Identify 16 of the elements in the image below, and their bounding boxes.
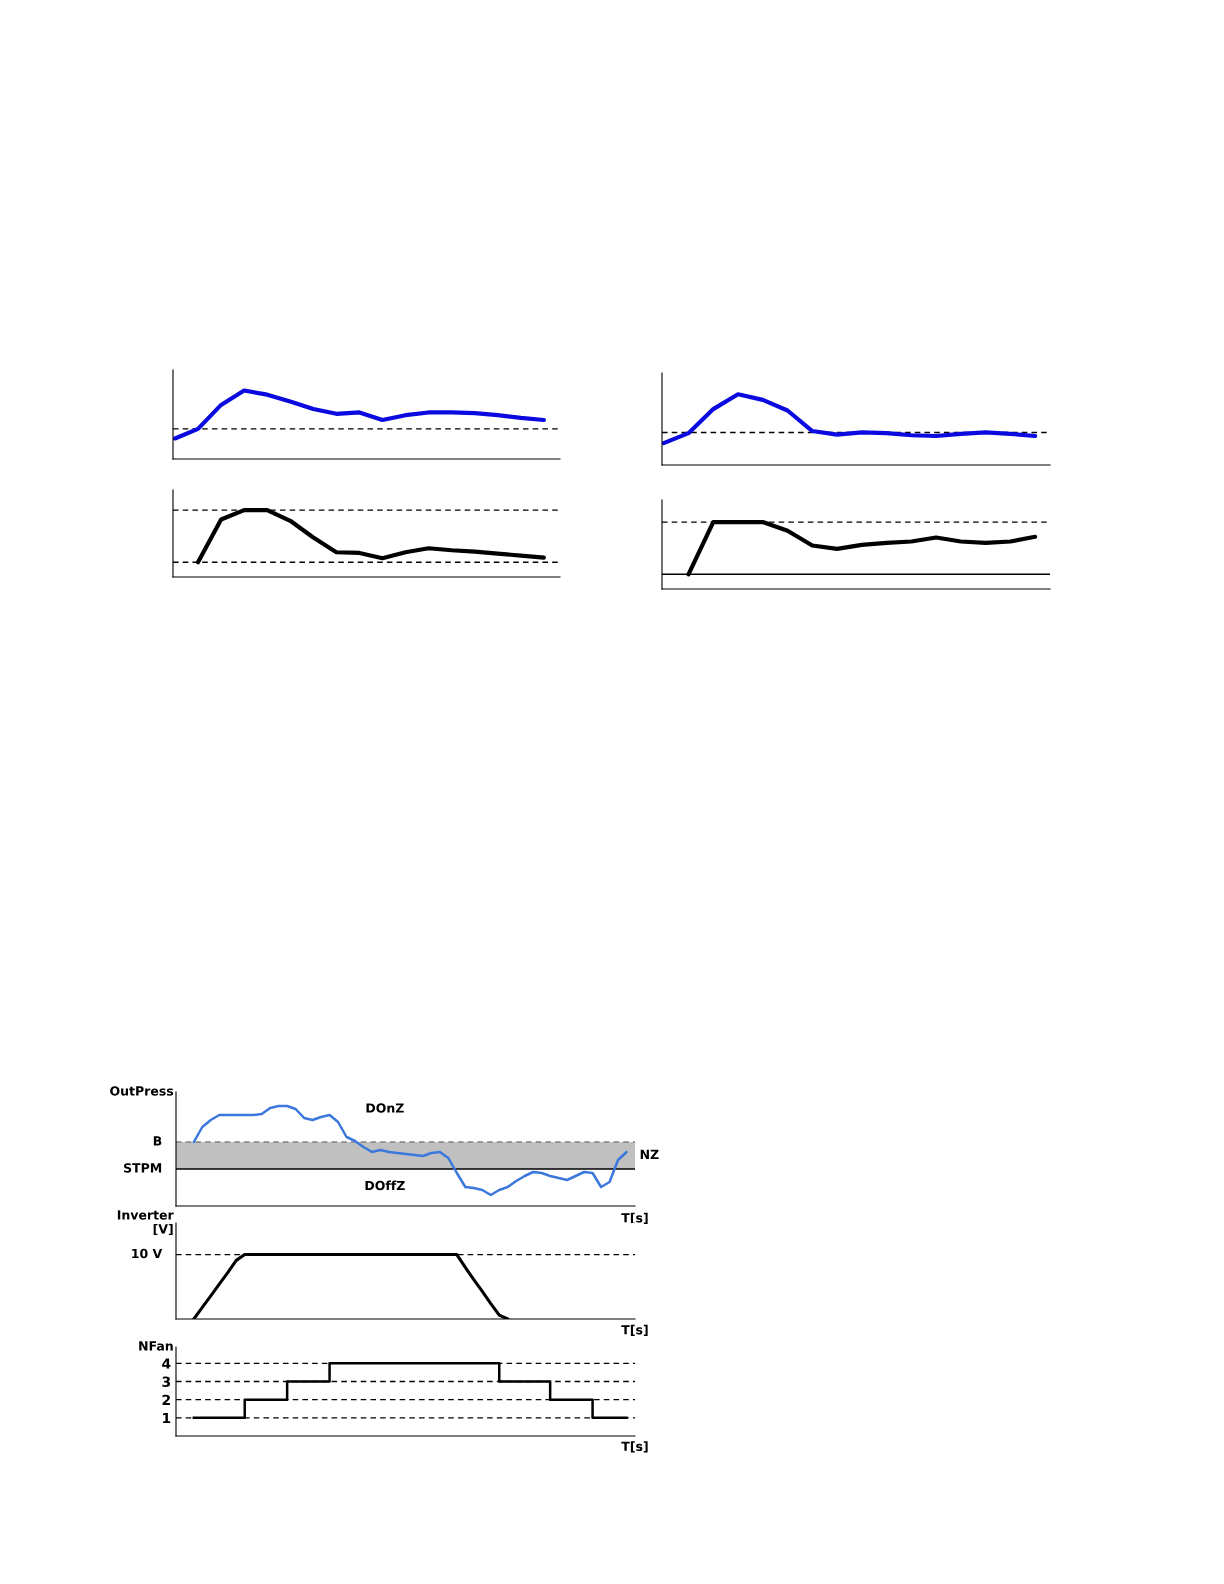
y-axis-title: NFan: [139, 1341, 173, 1351]
annotation: DOnZ: [366, 1103, 404, 1113]
y-tick-label: 3: [162, 1376, 171, 1387]
annotation: DOffZ: [365, 1180, 405, 1191]
band-label: NZ: [640, 1149, 659, 1159]
y-tick-label: 4: [162, 1358, 171, 1369]
x-axis-title: T[s]: [621, 1441, 648, 1453]
x-axis-title: T[s]: [621, 1212, 648, 1224]
x-axis-title: T[s]: [621, 1324, 648, 1336]
ref-line-label: STPM: [124, 1163, 162, 1173]
y-tick-label: 2: [162, 1394, 170, 1405]
ref-line-label: B: [153, 1136, 162, 1146]
y-axis-title: Inverter [V]: [117, 1210, 174, 1236]
y-axis-title: OutPress: [110, 1086, 174, 1096]
ref-line-label: 10 V: [132, 1248, 163, 1259]
y-tick-label: 1: [163, 1412, 171, 1424]
